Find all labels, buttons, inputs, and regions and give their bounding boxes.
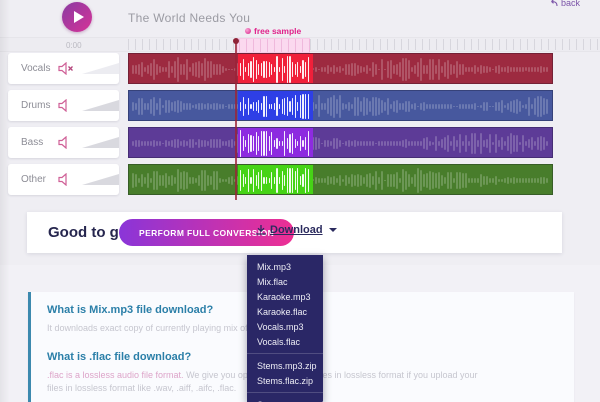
status-label: Good to go! <box>48 224 133 241</box>
waveform-other[interactable] <box>128 164 553 195</box>
faq-question: What is .flac file download? <box>47 350 192 363</box>
timeline-ruler[interactable] <box>0 37 600 53</box>
mute-button[interactable] <box>58 173 75 186</box>
track-card: Drums <box>8 90 119 121</box>
track-card: Vocals <box>8 53 119 84</box>
faq-answer-link[interactable]: .flac is a lossless audio file format. <box>47 369 184 380</box>
menu-item-vocals-mp3[interactable]: Vocals.mp3 <box>247 319 323 334</box>
speaker-icon <box>58 99 67 112</box>
play-icon <box>74 11 84 23</box>
sample-ticks <box>239 39 310 52</box>
back-arrow-icon <box>551 0 558 7</box>
track-card: Other <box>8 164 119 195</box>
faq-answer: .flac is a lossless audio file format. W… <box>47 369 479 396</box>
menu-item-mix-flac[interactable]: Mix.flac <box>247 274 323 289</box>
menu-divider <box>247 353 323 354</box>
track-row-vocals: Vocals <box>0 53 600 84</box>
back-label: back <box>560 0 580 8</box>
waveform-highlight <box>238 165 313 194</box>
track-row-drums: Drums <box>0 90 600 121</box>
menu-item-mix-mp3[interactable]: Mix.mp3 <box>247 259 323 274</box>
waveform-bass[interactable] <box>128 127 553 158</box>
mute-button[interactable] <box>58 136 75 149</box>
download-menu: Mix.mp3 Mix.flac Karaoke.mp3 Karaoke.fla… <box>247 255 325 402</box>
menu-item-karaoke-flac[interactable]: Karaoke.flac <box>247 304 323 319</box>
waveform-vocals[interactable] <box>128 53 553 84</box>
waveform-highlight <box>238 91 313 120</box>
faq-answer: It downloads exact copy of currently pla… <box>47 323 296 333</box>
faq-item: What is Mix.mp3 file download? It downlo… <box>47 304 558 336</box>
track-name: Other <box>21 174 47 185</box>
track-name: Vocals <box>21 63 51 74</box>
speaker-icon <box>58 173 67 186</box>
mute-button[interactable] <box>58 62 75 75</box>
menu-item-vocals-flac[interactable]: Vocals.flac <box>247 334 323 349</box>
menu-item-karaoke-mp3[interactable]: Karaoke.mp3 <box>247 289 323 304</box>
free-sample-badge: free sample <box>245 26 301 36</box>
track-card: Bass <box>8 127 119 158</box>
menu-item-stems-stem-mp4[interactable]: Stems.stem.mp4 <box>247 397 325 402</box>
faq-answer-rest: We give you option to download files in … <box>47 369 478 394</box>
play-button[interactable] <box>62 2 92 32</box>
volume-slider[interactable] <box>82 100 119 111</box>
waveform-highlight <box>238 54 313 83</box>
back-link[interactable]: back <box>549 0 580 8</box>
chevron-down-icon <box>328 228 337 232</box>
menu-item-stems-flac-zip[interactable]: Stems.flac.zip <box>247 373 323 388</box>
page-title: The World Needs You <box>128 11 251 25</box>
free-sample-icon <box>245 28 251 34</box>
track-name: Bass <box>21 137 44 148</box>
perform-conversion-button[interactable]: PERFORM FULL CONVERSION <box>119 219 295 246</box>
volume-slider[interactable] <box>82 174 119 185</box>
time-label: 0:00 <box>66 41 82 50</box>
playhead[interactable] <box>233 38 239 200</box>
menu-item-stems-mp3-zip[interactable]: Stems.mp3.zip <box>247 358 323 373</box>
track-row-bass: Bass <box>0 127 600 158</box>
waveform-drums[interactable] <box>128 90 553 121</box>
speaker-icon <box>58 136 67 149</box>
free-sample-label: free sample <box>254 26 302 36</box>
download-label: Download <box>270 224 323 236</box>
track-name: Drums <box>21 100 51 111</box>
menu-divider <box>247 392 323 393</box>
free-sample-region <box>237 38 310 53</box>
timeline-ticks <box>128 39 600 50</box>
download-icon <box>256 225 266 235</box>
speaker-muted-icon <box>58 62 73 75</box>
mute-button[interactable] <box>58 99 75 112</box>
faq-question: What is Mix.mp3 file download? <box>47 304 214 316</box>
faq-item: What is .flac file download? .flac is a … <box>47 351 558 396</box>
waveform-highlight <box>238 128 313 157</box>
volume-slider[interactable] <box>82 137 119 148</box>
conversion-panel: Good to go! PERFORM FULL CONVERSION Down… <box>27 212 562 253</box>
download-button[interactable]: Download <box>256 224 337 236</box>
volume-slider[interactable] <box>82 63 119 74</box>
track-row-other: Other <box>0 164 600 195</box>
